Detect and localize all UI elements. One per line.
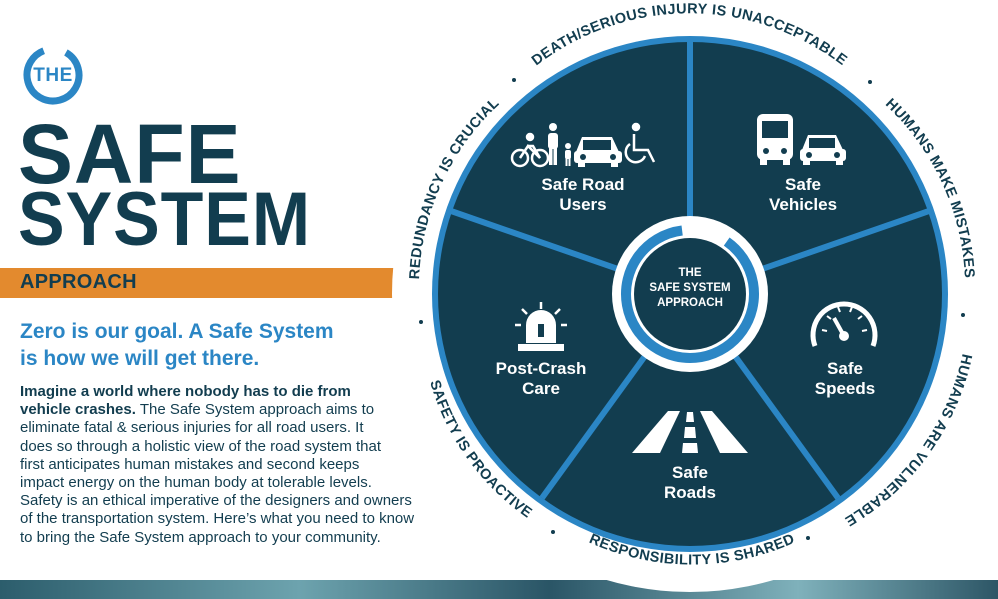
segment-safe-road-users: Safe Road Users <box>510 122 656 214</box>
subhead-line: Zero is our goal. A Safe System <box>20 320 334 343</box>
approach-label: APPROACH <box>20 271 137 293</box>
subhead-line: is how we will get there. <box>20 347 260 370</box>
road-icon <box>632 411 748 453</box>
center-label-line: APPROACH <box>657 297 723 309</box>
body-text: first anticipates human mistakes and sec… <box>20 455 360 473</box>
body-text: does so through a holistic view of the r… <box>20 437 382 455</box>
segment-label: Safe <box>785 175 821 194</box>
body-text: of the transportation system. Here’s wha… <box>20 510 415 528</box>
segment-label: Safe <box>672 463 708 482</box>
ring-separator-dots <box>419 78 965 540</box>
title-system: SYSTEM <box>18 177 312 262</box>
segment-label: Speeds <box>815 379 875 398</box>
pedestrian-icon <box>548 123 571 166</box>
road-users-icon <box>510 132 550 168</box>
segment-label: Safe Road <box>541 175 624 194</box>
subhead: Zero is our goal. A Safe System is how w… <box>20 318 400 372</box>
body-text: eliminate fatal & serious injuries for a… <box>20 419 364 437</box>
segment-label: Safe <box>827 359 863 378</box>
center-hub-navy <box>634 238 746 350</box>
body-text: to bring the Safe System approach to you… <box>20 528 381 546</box>
car-icon <box>574 137 622 167</box>
segment-label: Post-Crash <box>496 359 587 378</box>
the-logo-ring-icon <box>23 45 83 105</box>
segment-label: Care <box>522 379 560 398</box>
center-label-line: THE <box>679 267 702 279</box>
bus-icon <box>757 114 793 165</box>
segment-post-crash-care: Post-Crash Care <box>496 302 587 398</box>
body-text: The Safe System approach aims to <box>135 401 375 419</box>
body-text: Safety is an ethical imperative of the d… <box>20 492 412 510</box>
title-safe: SAFE <box>18 107 242 201</box>
logo-the: THE <box>33 65 73 86</box>
segment-label: Roads <box>664 483 716 502</box>
segment-safe-vehicles: Safe Vehicles <box>757 114 846 214</box>
body-text: impact energy on the human body at toler… <box>20 474 372 492</box>
body-paragraph: Imagine a world where nobody has to die … <box>20 383 490 547</box>
car-icon <box>800 135 846 165</box>
segment-safe-roads: Safe Roads <box>632 411 748 502</box>
segment-safe-speeds: Safe Speeds <box>810 301 878 398</box>
segment-label: Vehicles <box>769 195 837 214</box>
body-bold-text: vehicle crashes. <box>20 401 136 419</box>
center-label-line: SAFE SYSTEM <box>649 282 730 294</box>
body-bold-text: Imagine a world where nobody has to die … <box>20 383 351 400</box>
segment-label: Users <box>559 195 606 214</box>
wheelchair-icon <box>624 122 656 164</box>
emergency-light-icon <box>515 302 567 351</box>
approach-bar <box>0 268 398 298</box>
speedometer-icon <box>810 301 878 347</box>
